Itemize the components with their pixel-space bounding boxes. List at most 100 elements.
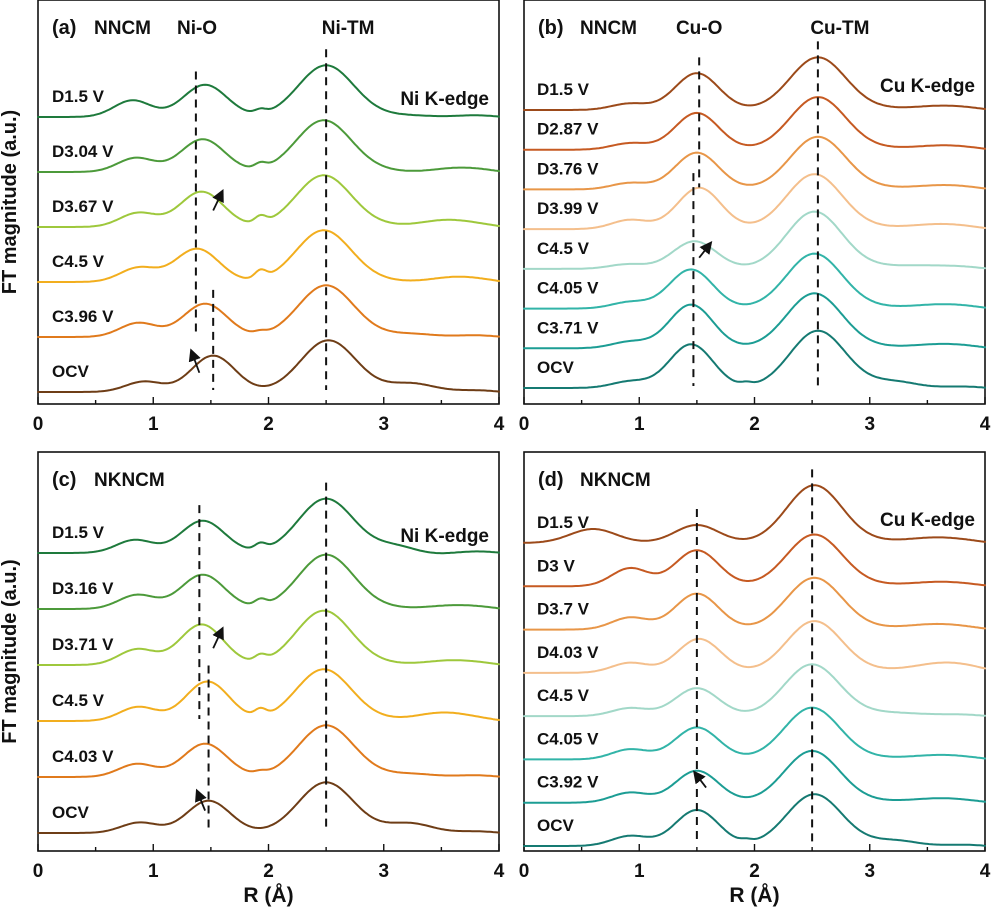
series-line-6: [37, 339, 500, 393]
x-tick-label: 0: [519, 861, 530, 882]
x-tick-label: 3: [864, 861, 875, 882]
x-tick-label: 1: [148, 861, 159, 882]
x-tick-label: 4: [494, 414, 505, 435]
shift-arrow-1: [212, 626, 224, 649]
series-line-4: [37, 229, 500, 283]
series-label-4: C4.5 V: [52, 252, 105, 271]
x-tick-label: 2: [263, 861, 274, 882]
series-line-3: [523, 135, 986, 191]
series-label-5: C3.96 V: [52, 307, 114, 326]
series-line-5: [523, 210, 986, 270]
series-label-6: C4.05 V: [537, 729, 599, 748]
x-tick-label: 3: [864, 414, 875, 435]
series-line-5: [37, 724, 500, 778]
x-tick-label: 3: [378, 861, 389, 882]
series-line-7: [523, 292, 986, 350]
series-line-2: [523, 533, 986, 588]
shift-arrow-1: [212, 188, 224, 211]
series-label-7: C3.71 V: [537, 318, 599, 337]
panel-label: (c): [52, 469, 76, 491]
peak-label-1: Cu-O: [676, 18, 722, 39]
shift-arrow-2: [188, 348, 201, 374]
panel-label: (d): [538, 469, 564, 491]
panel-4: 0 1 2 3 4 D1.5 V D3 V D3.7 V D4.03 V C4.5 V C4.05 …: [519, 451, 991, 907]
series-label-3: D3.67 V: [52, 197, 114, 216]
material-label: NKNCM: [580, 470, 651, 491]
series-label-3: D3.71 V: [52, 635, 114, 654]
series-line-1: [37, 497, 500, 555]
series-label-1: D1.5 V: [52, 523, 105, 542]
series-line-8: [523, 793, 986, 847]
series-line-8: [523, 329, 986, 389]
series-label-3: D3.76 V: [537, 159, 599, 178]
series-line-6: [523, 706, 986, 761]
series-line-2: [37, 553, 500, 610]
series-line-2: [37, 119, 500, 173]
x-tick-label: 2: [749, 414, 760, 435]
series-line-1: [37, 64, 500, 118]
series-label-2: D2.87 V: [537, 120, 599, 139]
series-label-1: D1.5 V: [537, 513, 590, 532]
series-line-7: [523, 749, 986, 804]
series-label-5: C4.03 V: [52, 747, 114, 766]
peak-label-2: Ni-TM: [322, 18, 375, 39]
series-label-2: D3.16 V: [52, 579, 114, 598]
series-line-6: [37, 781, 500, 834]
x-tick-label: 4: [494, 861, 505, 882]
series-label-1: D1.5 V: [537, 80, 590, 99]
edge-label: Cu K-edge: [880, 510, 975, 531]
panel-label: (a): [52, 17, 76, 39]
x-tick-label: 1: [634, 861, 645, 882]
x-tick-label: 1: [634, 414, 645, 435]
series-line-4: [523, 620, 986, 674]
series-label-7: C3.92 V: [537, 773, 599, 792]
shift-arrow-1: [693, 770, 707, 789]
x-tick-label: 3: [378, 414, 389, 435]
x-tick-label: 4: [980, 414, 991, 435]
edge-label: Ni K-edge: [400, 526, 489, 547]
series-label-5: C4.5 V: [537, 239, 590, 258]
peak-label-1: Ni-O: [177, 18, 217, 39]
series-label-6: OCV: [52, 362, 90, 381]
series-label-8: OCV: [537, 816, 575, 835]
series-label-4: D3.99 V: [537, 199, 599, 218]
series-line-3: [523, 576, 986, 631]
series-label-6: C4.05 V: [537, 279, 599, 298]
x-tick-label: 0: [519, 414, 530, 435]
series-label-8: OCV: [537, 358, 575, 377]
material-label: NNCM: [580, 18, 637, 39]
series-line-4: [523, 173, 986, 231]
series-label-3: D3.7 V: [537, 600, 590, 619]
panel-2: 0 1 2 3 4 D1.5 V D2.87 V D3.76 V D3.99 V C4.5 V C4…: [519, 0, 991, 435]
series-label-1: D1.5 V: [52, 87, 105, 106]
shift-arrow-2: [195, 788, 207, 811]
material-label: NNCM: [94, 18, 151, 39]
x-axis-label: R (Å): [729, 883, 779, 907]
series-line-1: [523, 56, 986, 111]
y-axis-label: FT magnitude (a.u.): [0, 559, 21, 743]
series-label-6: OCV: [52, 803, 90, 822]
edge-label: Ni K-edge: [400, 89, 489, 110]
panel-1: 0 1 2 3 4 D1.5 V D3.04 V D3.67 V C4.5 V C3.96 V OC…: [0, 0, 505, 435]
x-tick-label: 0: [33, 414, 44, 435]
panel-3: 0 1 2 3 4 D1.5 V D3.16 V D3.71 V C4.5 V C4.03 V OC…: [0, 451, 505, 907]
panel-label: (b): [538, 17, 564, 39]
x-tick-label: 2: [749, 861, 760, 882]
series-label-2: D3 V: [537, 556, 575, 575]
series-line-4: [37, 668, 500, 722]
series-line-5: [523, 663, 986, 718]
series-line-1: [523, 484, 986, 544]
series-label-4: D4.03 V: [537, 643, 599, 662]
series-line-2: [523, 96, 986, 151]
material-label: NKNCM: [94, 470, 165, 491]
series-label-2: D3.04 V: [52, 142, 114, 161]
x-tick-label: 0: [33, 861, 44, 882]
edge-label: Cu K-edge: [880, 76, 975, 97]
x-tick-label: 2: [263, 414, 274, 435]
series-label-5: C4.5 V: [537, 686, 590, 705]
series-line-3: [37, 609, 500, 666]
shift-arrow-1: [698, 241, 713, 259]
series-label-4: C4.5 V: [52, 691, 105, 710]
series-line-3: [37, 174, 500, 228]
peak-label-2: Cu-TM: [810, 18, 869, 39]
